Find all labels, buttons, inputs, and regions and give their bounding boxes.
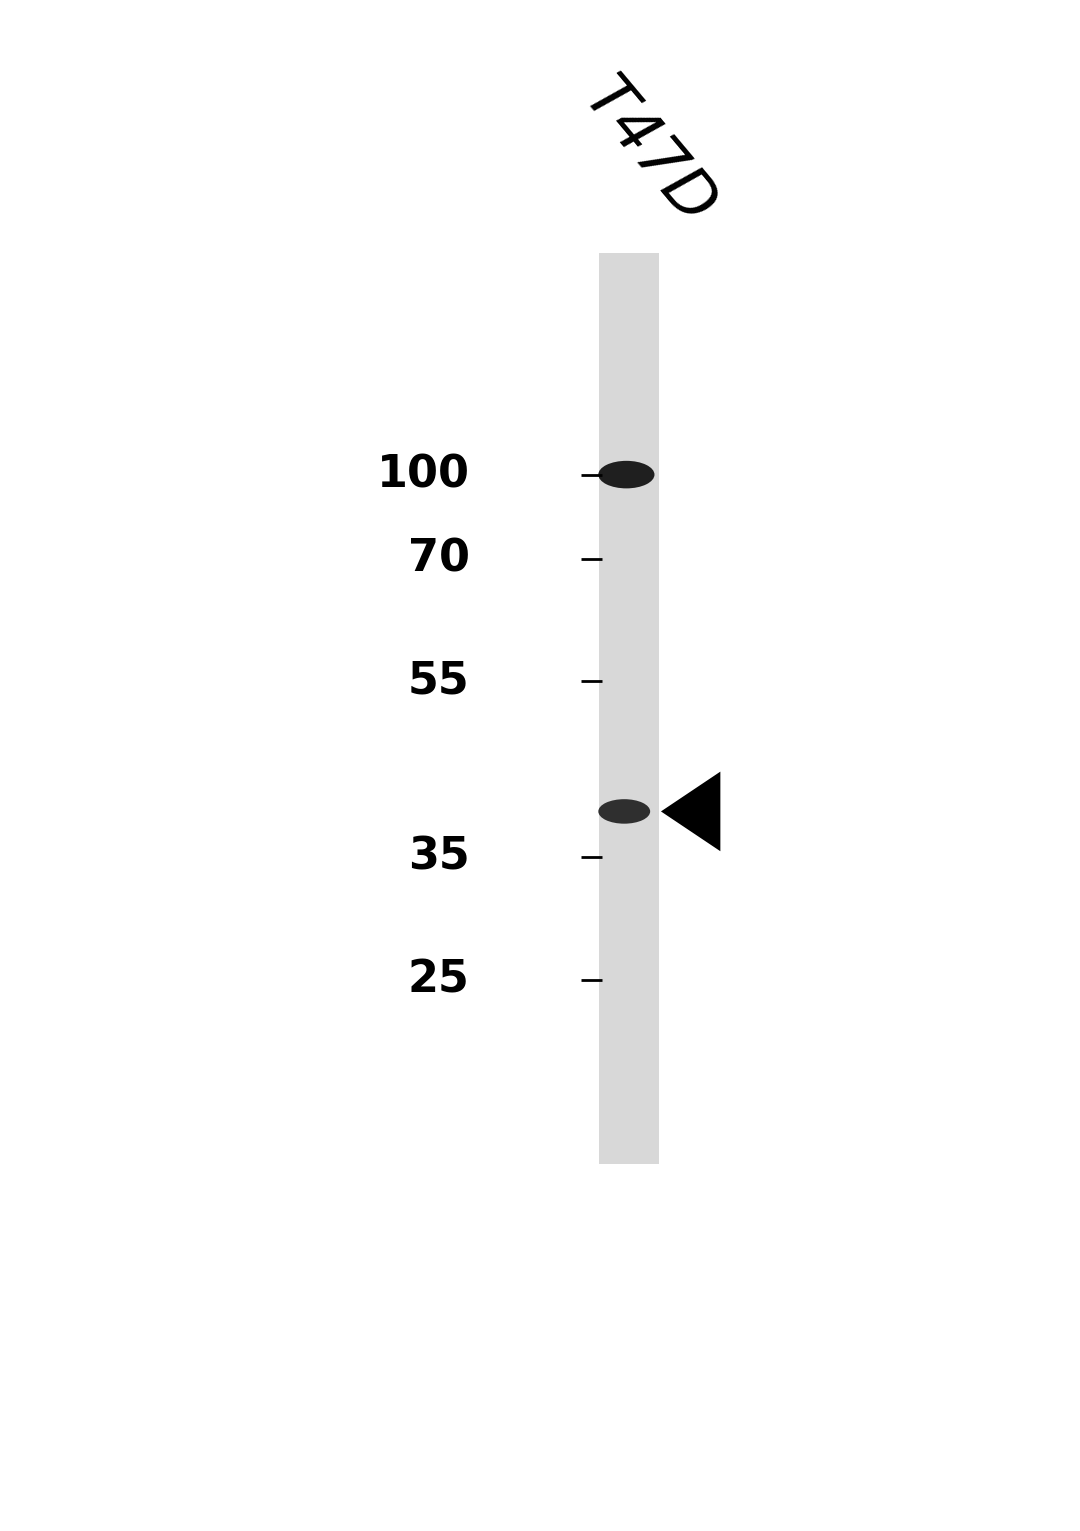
Text: 35: 35 xyxy=(408,836,470,879)
Bar xyxy=(599,253,659,1164)
Text: 55: 55 xyxy=(408,660,470,703)
Text: 70: 70 xyxy=(408,537,470,580)
Text: 25: 25 xyxy=(408,958,470,1001)
Text: T47D: T47D xyxy=(570,67,726,237)
Ellipse shape xyxy=(598,461,654,488)
Polygon shape xyxy=(661,772,720,851)
Ellipse shape xyxy=(598,799,650,824)
Text: 100: 100 xyxy=(377,453,470,496)
